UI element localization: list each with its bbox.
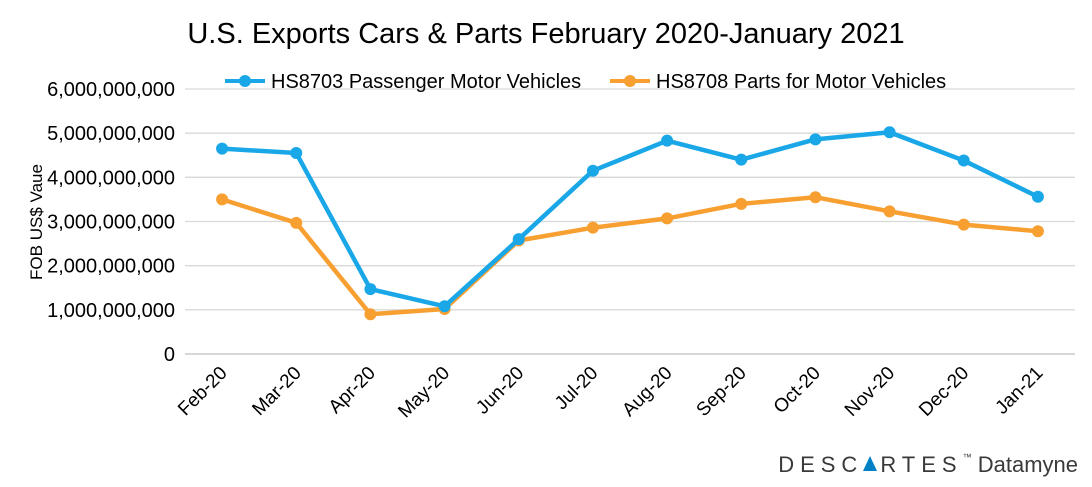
data-point-hs8708 [735, 197, 748, 210]
brand-name: DESC RTES™ [778, 452, 972, 477]
legend: HS8703 Passenger Motor Vehicles HS8708 Pa… [225, 71, 946, 93]
data-point-hs8703 [364, 283, 377, 296]
data-point-hs8703 [290, 147, 303, 160]
x-tick-label: Nov-20 [841, 363, 899, 421]
data-point-hs8708 [661, 212, 674, 225]
data-point-hs8703 [735, 153, 748, 166]
legend-marker [239, 75, 251, 87]
data-point-hs8703 [512, 233, 525, 246]
x-tick-label: Jun-20 [472, 363, 528, 419]
data-point-hs8703 [216, 142, 229, 155]
y-tick-label: 2,000,000,000 [47, 256, 175, 278]
chart-title: U.S. Exports Cars & Parts February 2020-… [187, 18, 905, 50]
data-point-hs8708 [883, 205, 896, 218]
data-point-hs8708 [290, 216, 303, 229]
data-point-hs8703 [1031, 190, 1044, 203]
descartes-datamyne-logo: DESC RTES™ Datamyne [778, 452, 1078, 478]
data-point-hs8703 [438, 300, 451, 313]
data-point-hs8708 [1031, 225, 1044, 238]
y-tick-label: 6,000,000,000 [47, 79, 175, 101]
x-tick-label: Feb-20 [174, 363, 231, 420]
data-point-hs8703 [809, 133, 822, 146]
series-line-hs8708 [219, 194, 1041, 317]
x-tick-label: Aug-20 [618, 363, 676, 421]
data-point-hs8703 [661, 134, 674, 147]
x-tick-label: May-20 [394, 363, 454, 423]
y-axis-tick-labels: 0 1,000,000,000 2,000,000,000 3,000,000,000… [47, 79, 175, 366]
brand-product: Datamyne [977, 452, 1078, 477]
y-tick-label: 5,000,000,000 [47, 123, 175, 145]
x-axis-tick-labels: Feb-20 Mar-20 Apr-20 May-20 Jun-20 Jul-20 Aug-… [174, 363, 1047, 423]
data-point-hs8703 [883, 126, 896, 139]
series-layer [216, 126, 1044, 321]
legend-label: HS8703 Passenger Motor Vehicles [271, 71, 581, 93]
y-axis-label: FOB US$ Vaue [27, 164, 46, 280]
x-tick-label: Apr-20 [325, 363, 380, 418]
x-tick-label: Jan-21 [992, 363, 1048, 419]
data-point-hs8708 [216, 193, 229, 206]
data-point-hs8708 [364, 308, 377, 321]
y-tick-label: 4,000,000,000 [47, 167, 175, 189]
legend-marker [624, 75, 636, 87]
data-point-hs8708 [957, 218, 970, 231]
y-tick-label: 3,000,000,000 [47, 212, 175, 234]
legend-label: HS8708 Parts for Motor Vehicles [656, 71, 946, 93]
x-tick-label: Sep-20 [693, 363, 751, 421]
series-line-hs8703 [219, 130, 1041, 309]
data-point-hs8703 [586, 164, 599, 177]
x-tick-label: Jul-20 [551, 363, 602, 414]
data-point-hs8708 [586, 221, 599, 234]
x-tick-label: Dec-20 [915, 363, 973, 421]
data-point-hs8703 [957, 154, 970, 167]
y-tick-label: 1,000,000,000 [47, 300, 175, 322]
data-point-hs8708 [809, 191, 822, 204]
x-tick-label: Mar-20 [248, 363, 305, 420]
y-tick-label: 0 [164, 344, 175, 366]
x-tick-label: Oct-20 [770, 363, 825, 418]
brand-a-mark-icon [863, 456, 878, 471]
